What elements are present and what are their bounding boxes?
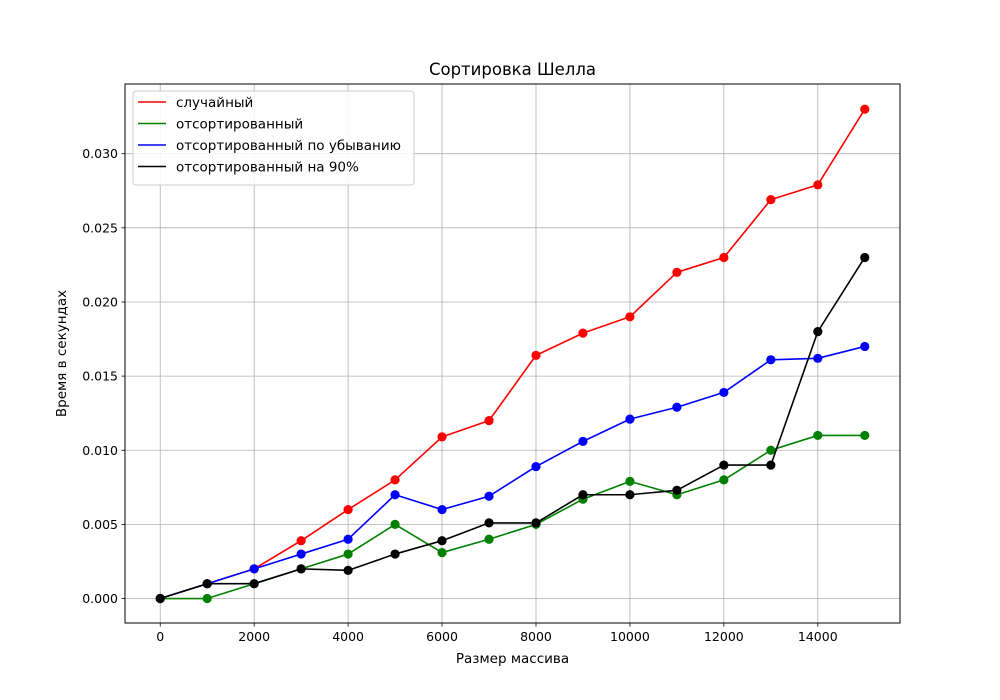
data-point [625, 414, 635, 424]
data-point [719, 460, 729, 470]
legend-item: случайный [138, 95, 253, 111]
data-point [766, 195, 776, 205]
data-point [625, 490, 635, 500]
data-point [484, 491, 494, 501]
y-tick-label: 0.015 [82, 369, 118, 384]
data-point [531, 461, 541, 472]
data-point [343, 504, 353, 515]
y-tick-label: 0.000 [82, 591, 118, 606]
data-point [813, 327, 823, 337]
data-point [813, 430, 823, 441]
data-point [578, 436, 588, 446]
data-point [719, 387, 729, 398]
legend-label: случайный [176, 95, 253, 111]
data-point [766, 460, 776, 470]
data-point [860, 430, 870, 441]
data-point [390, 475, 400, 485]
data-point [531, 350, 541, 360]
data-point [437, 536, 447, 546]
legend-box [132, 90, 415, 186]
data-point [860, 341, 870, 352]
data-point [296, 549, 306, 559]
ticks: 0 2000 4000 6000 8000 10000 12000 14000 0.000 0.0… [82, 146, 838, 644]
data-point [719, 475, 729, 485]
x-tick-label: 14000 [798, 629, 838, 644]
data-point [813, 353, 823, 363]
y-axis-label: Время в секундах [54, 290, 70, 417]
data-point [437, 547, 447, 558]
data-point [672, 485, 682, 495]
legend-label: отсортированный на 90% [176, 160, 359, 176]
series-line [159, 345, 865, 600]
data-point [625, 476, 635, 486]
x-tick-label: 6000 [426, 629, 458, 644]
legend: случайный отсортированный отсортированный … [132, 90, 415, 186]
x-tick-label: 8000 [520, 629, 552, 644]
data-point [202, 579, 212, 589]
x-tick-label: 2000 [238, 629, 270, 644]
series-line [159, 257, 866, 600]
y-tick-label: 0.030 [82, 146, 118, 161]
data-point [484, 534, 494, 544]
data-point [296, 536, 306, 546]
plot-frame [124, 83, 901, 624]
x-tick-label: 4000 [332, 629, 364, 644]
legend-item: отсортированный [138, 117, 303, 133]
data-point [343, 565, 353, 575]
data-point [343, 549, 353, 559]
data-point [813, 180, 823, 190]
data-point [625, 312, 635, 322]
data-point [390, 490, 400, 500]
data-point [860, 252, 870, 263]
data-point [766, 445, 776, 455]
data-point [484, 415, 494, 426]
data-point [343, 534, 353, 544]
data-point [531, 518, 541, 528]
data-point [719, 252, 729, 263]
data-point [390, 549, 400, 559]
legend-item: отсортированный на 90% [138, 160, 359, 176]
data-point [437, 504, 447, 515]
x-tick-label: 0 [156, 629, 164, 644]
data-point [390, 519, 400, 529]
data-point [860, 104, 870, 114]
data-point [484, 518, 494, 528]
data-point [249, 564, 259, 574]
y-tick-label: 0.025 [82, 220, 118, 235]
y-tick-label: 0.020 [82, 294, 118, 309]
x-axis-label: Размер массива [456, 651, 569, 667]
data-point [437, 432, 447, 442]
x-tick-label: 12000 [704, 629, 744, 644]
legend-item: отсортированный по убыванию [138, 138, 401, 154]
data-point [155, 593, 165, 604]
series-line [159, 108, 866, 600]
y-tick-label: 0.005 [82, 517, 118, 532]
data-point [249, 579, 259, 589]
series-layer [155, 104, 870, 604]
data-point [672, 402, 682, 412]
data-point [202, 593, 212, 604]
data-point [296, 564, 306, 574]
data-point [578, 490, 588, 500]
series-4 [155, 252, 870, 604]
x-tick-label: 10000 [610, 629, 650, 644]
legend-label: отсортированный по убыванию [176, 138, 401, 154]
data-point [672, 267, 682, 277]
data-point [578, 328, 588, 338]
legend-label: отсортированный [176, 117, 303, 133]
chart-title: Сортировка Шелла [429, 60, 596, 79]
data-point [766, 355, 776, 365]
y-tick-label: 0.010 [82, 443, 118, 458]
